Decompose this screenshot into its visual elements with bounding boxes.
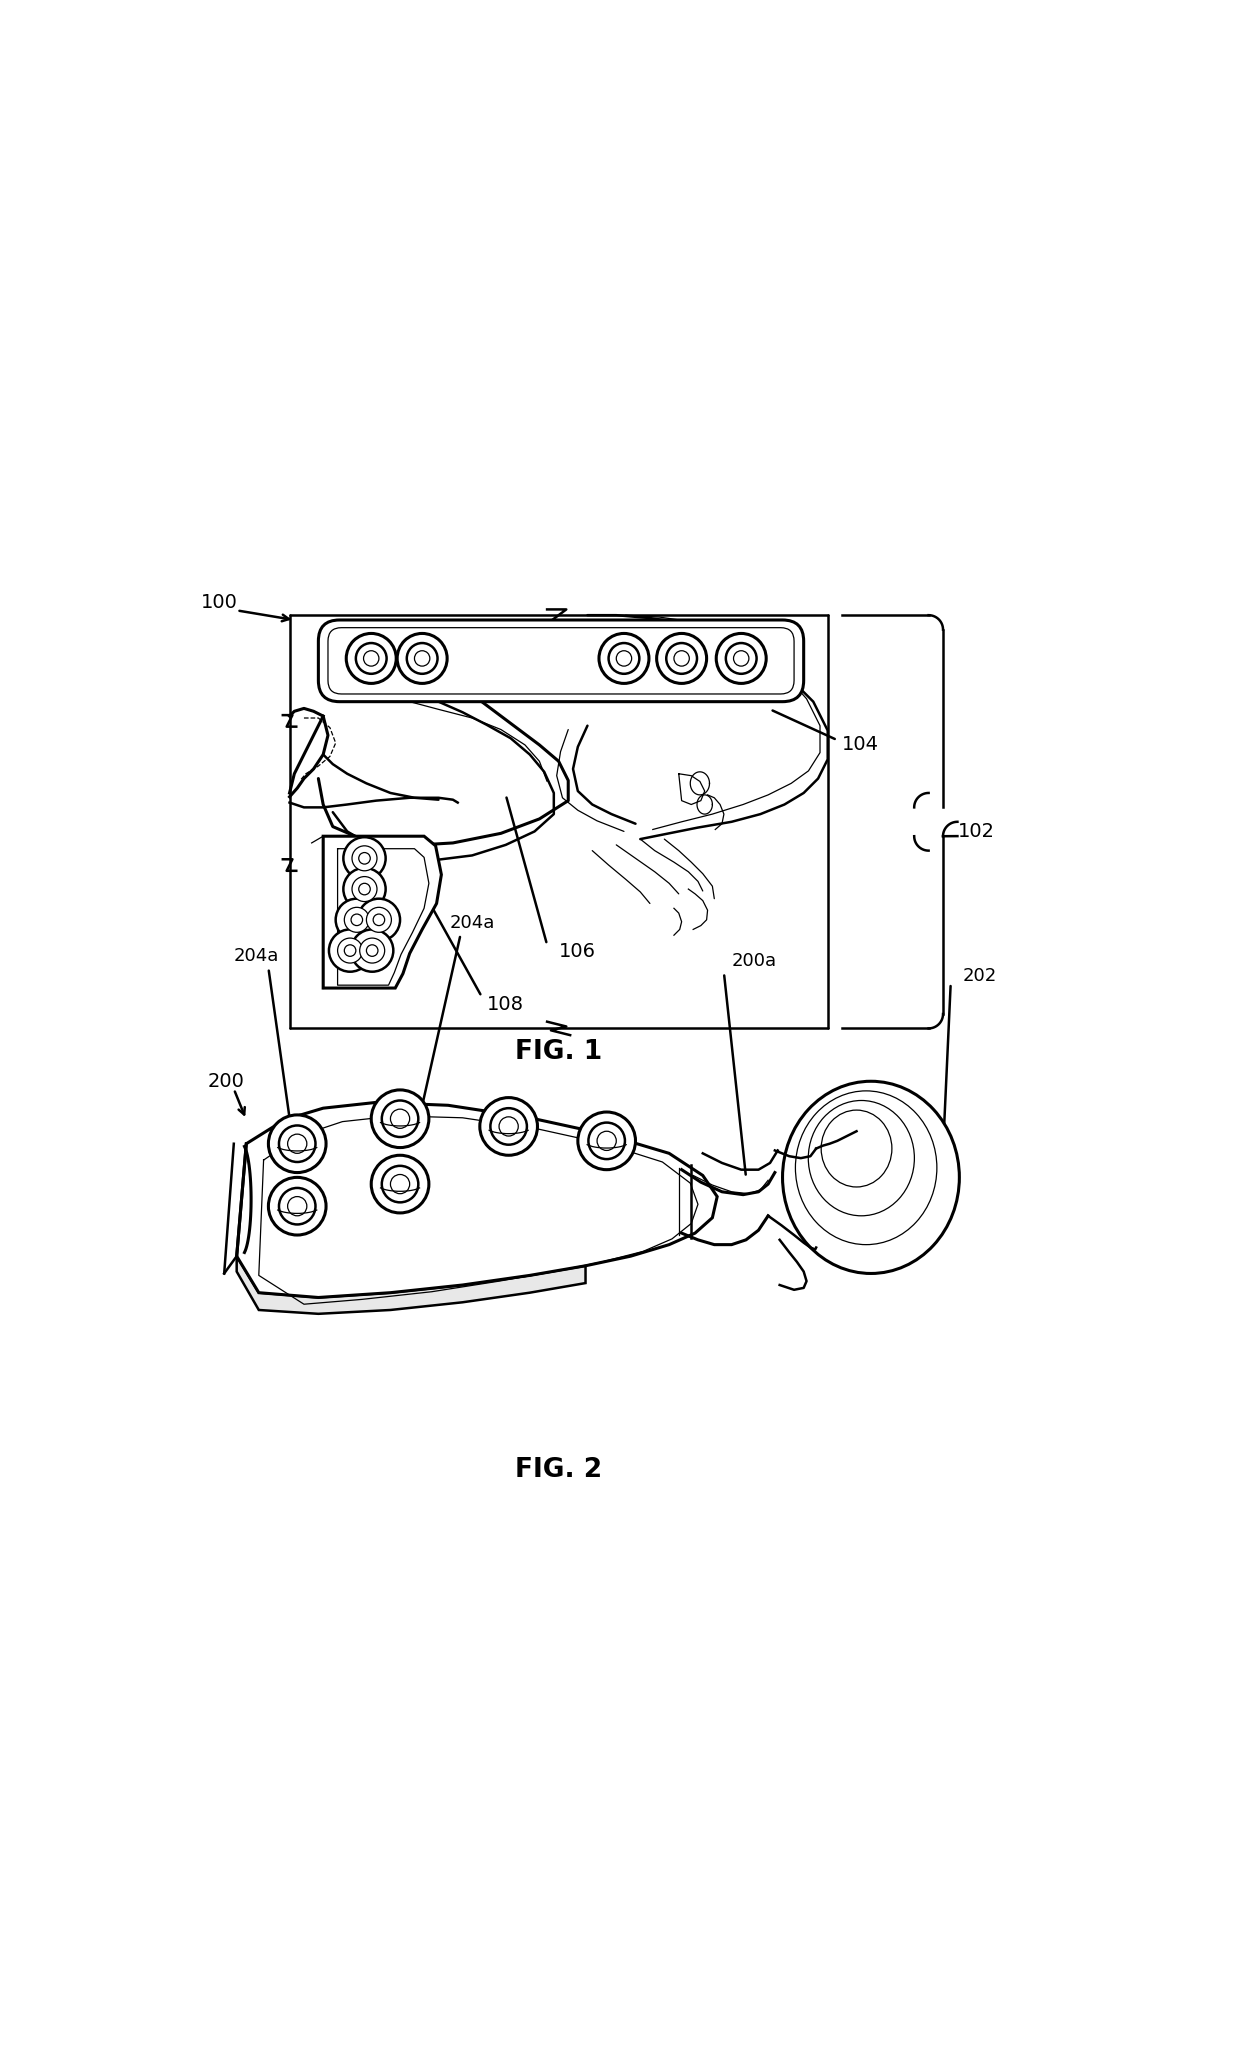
Circle shape [734, 650, 749, 667]
Circle shape [371, 1090, 429, 1148]
FancyBboxPatch shape [319, 620, 804, 702]
Text: 200: 200 [208, 1072, 244, 1090]
Circle shape [288, 1134, 306, 1154]
Circle shape [382, 1167, 418, 1202]
Circle shape [360, 938, 384, 962]
Circle shape [371, 1154, 429, 1212]
Circle shape [498, 1117, 518, 1136]
Circle shape [279, 1187, 315, 1225]
Circle shape [329, 929, 371, 973]
Circle shape [609, 642, 640, 673]
Text: 202: 202 [962, 966, 997, 985]
Circle shape [268, 1177, 326, 1235]
Circle shape [351, 915, 362, 925]
Circle shape [356, 642, 387, 673]
Circle shape [358, 898, 401, 942]
Text: 100: 100 [201, 593, 238, 611]
Text: 204a: 204a [233, 948, 279, 964]
Circle shape [666, 642, 697, 673]
Circle shape [391, 1109, 409, 1127]
Circle shape [589, 1123, 625, 1158]
Circle shape [346, 634, 397, 684]
Text: 104: 104 [842, 735, 879, 754]
Text: 200a: 200a [732, 952, 776, 971]
Circle shape [657, 634, 707, 684]
Circle shape [480, 1099, 537, 1154]
Circle shape [367, 907, 392, 931]
Circle shape [391, 1175, 409, 1194]
Circle shape [725, 642, 756, 673]
Circle shape [345, 907, 370, 931]
Ellipse shape [782, 1082, 960, 1274]
Circle shape [336, 898, 378, 942]
Circle shape [675, 650, 689, 667]
Circle shape [490, 1109, 527, 1144]
Circle shape [358, 853, 371, 863]
Circle shape [352, 876, 377, 902]
Circle shape [343, 836, 386, 880]
Circle shape [414, 650, 430, 667]
Polygon shape [237, 1103, 717, 1297]
Circle shape [343, 867, 386, 911]
Circle shape [351, 929, 393, 973]
Polygon shape [237, 1256, 585, 1313]
Circle shape [367, 946, 378, 956]
Text: 106: 106 [558, 942, 595, 960]
Circle shape [578, 1113, 635, 1169]
Circle shape [599, 634, 649, 684]
Circle shape [407, 642, 438, 673]
Circle shape [373, 915, 384, 925]
Text: FIG. 1: FIG. 1 [515, 1039, 603, 1066]
Circle shape [397, 634, 448, 684]
Circle shape [358, 884, 371, 894]
Polygon shape [324, 836, 441, 987]
Circle shape [352, 847, 377, 871]
Text: 102: 102 [957, 822, 994, 840]
Circle shape [337, 938, 362, 962]
Text: 108: 108 [486, 995, 523, 1014]
Text: 204a: 204a [449, 913, 495, 931]
Circle shape [279, 1125, 315, 1163]
Circle shape [717, 634, 766, 684]
Circle shape [616, 650, 631, 667]
Circle shape [288, 1196, 306, 1216]
Text: FIG. 2: FIG. 2 [515, 1458, 603, 1483]
Circle shape [345, 946, 356, 956]
Circle shape [382, 1101, 418, 1138]
Circle shape [363, 650, 379, 667]
Circle shape [596, 1132, 616, 1150]
Circle shape [268, 1115, 326, 1173]
